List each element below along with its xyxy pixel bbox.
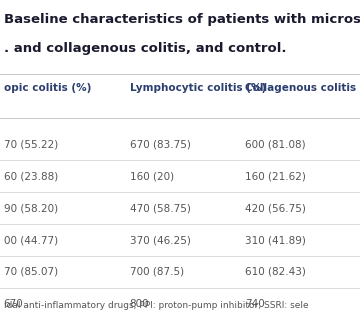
Text: idal anti-inflammatory drugs; PPI: proton-pump inhibitor; SSRI: sele: idal anti-inflammatory drugs; PPI: proto… bbox=[4, 301, 308, 310]
Text: 310 (41.89): 310 (41.89) bbox=[245, 235, 306, 245]
Text: 420 (56.75): 420 (56.75) bbox=[245, 203, 306, 213]
Text: 700 (87.5): 700 (87.5) bbox=[130, 267, 184, 277]
Text: 800: 800 bbox=[130, 299, 149, 309]
Text: opic colitis (%): opic colitis (%) bbox=[4, 83, 91, 93]
Text: 610 (82.43): 610 (82.43) bbox=[245, 267, 306, 277]
Text: Lymphocytic colitis (%): Lymphocytic colitis (%) bbox=[130, 83, 266, 93]
Text: 600 (81.08): 600 (81.08) bbox=[245, 139, 305, 149]
Text: 60 (23.88): 60 (23.88) bbox=[4, 171, 58, 181]
Text: 470 (58.75): 470 (58.75) bbox=[130, 203, 190, 213]
Text: . and collagenous colitis, and control.: . and collagenous colitis, and control. bbox=[4, 42, 286, 55]
Text: 740: 740 bbox=[245, 299, 265, 309]
Text: 90 (58.20): 90 (58.20) bbox=[4, 203, 58, 213]
Text: 70 (55.22): 70 (55.22) bbox=[4, 139, 58, 149]
Text: 00 (44.77): 00 (44.77) bbox=[4, 235, 58, 245]
Text: 370 (46.25): 370 (46.25) bbox=[130, 235, 190, 245]
Text: Baseline characteristics of patients with microsco: Baseline characteristics of patients wit… bbox=[4, 13, 360, 26]
Text: 670 (83.75): 670 (83.75) bbox=[130, 139, 190, 149]
Text: 160 (20): 160 (20) bbox=[130, 171, 174, 181]
Text: 160 (21.62): 160 (21.62) bbox=[245, 171, 306, 181]
Text: 70 (85.07): 70 (85.07) bbox=[4, 267, 58, 277]
Text: Collagenous colitis (%): Collagenous colitis (%) bbox=[245, 83, 360, 93]
Text: 670: 670 bbox=[4, 299, 23, 309]
